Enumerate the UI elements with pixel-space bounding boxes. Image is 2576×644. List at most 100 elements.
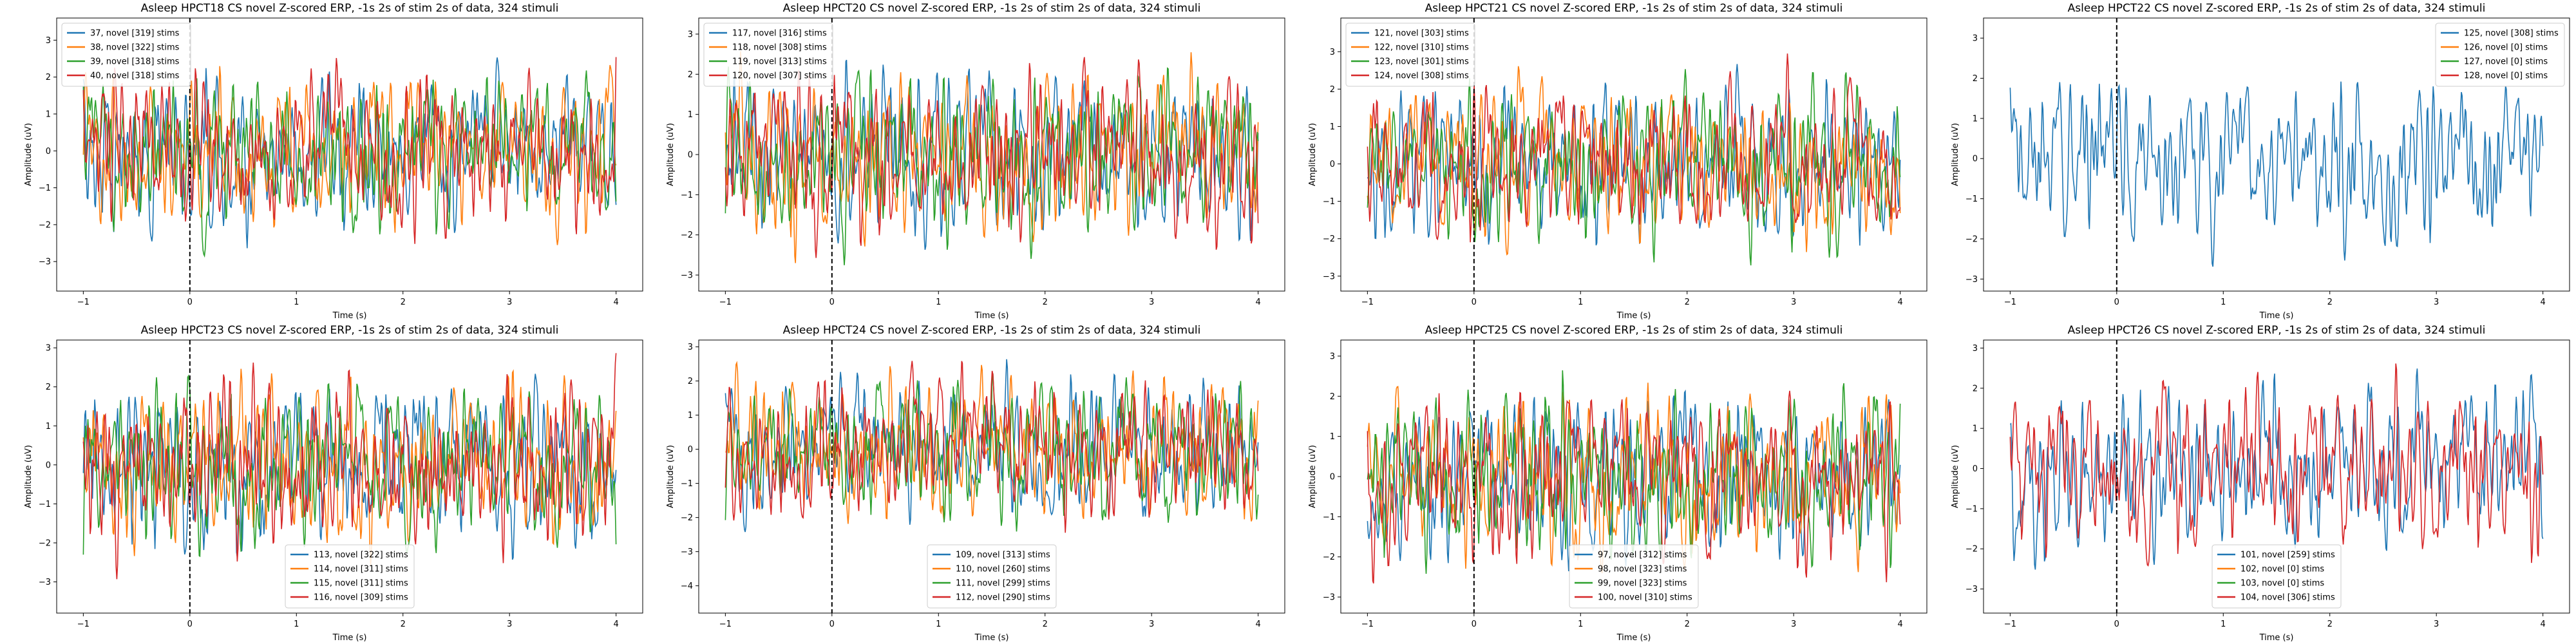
legend-label: 40, novel [318] stims (90, 71, 180, 81)
x-tick-label: 0 (187, 298, 193, 307)
legend-label: 114, novel [311] stims (314, 565, 408, 574)
x-tick-label: 3 (2434, 298, 2439, 307)
x-tick-label: −1 (719, 298, 732, 307)
legend-label: 117, novel [316] stims (732, 29, 827, 39)
y-tick-label: 3 (46, 36, 51, 46)
x-tick-label: 1 (294, 620, 299, 629)
y-tick-label: −3 (1323, 272, 1335, 281)
x-tick-label: 0 (2114, 620, 2119, 629)
y-axis-label: Amplitude (uV) (666, 123, 676, 186)
series-line-2 (1367, 66, 1901, 256)
legend-label: 123, novel [301] stims (1374, 57, 1469, 67)
legend-box (61, 23, 191, 87)
x-tick-label: 2 (1685, 298, 1690, 307)
x-tick-label: 3 (1149, 298, 1154, 307)
legend: 37, novel [319] stims 38, novel [322] sti… (61, 23, 191, 87)
legend: 117, novel [316] stims 118, novel [308] s… (703, 23, 833, 87)
legend-label: 115, novel [311] stims (314, 579, 408, 589)
x-tick-label: 2 (401, 620, 406, 629)
y-tick-label: −2 (681, 231, 693, 240)
legend-label: 99, novel [323] stims (1598, 579, 1687, 589)
y-tick-label: 1 (46, 109, 51, 119)
x-axis-label: Time (s) (1616, 633, 1651, 643)
legend-box (927, 544, 1057, 609)
legend: 121, novel [303] stims 122, novel [310] s… (1345, 23, 1475, 87)
x-tick-label: 2 (2327, 620, 2333, 629)
x-tick-label: −1 (2004, 620, 2016, 629)
series-line-4 (82, 353, 617, 580)
y-tick-label: −3 (1323, 593, 1335, 603)
chart-title: Asleep HPCT25 CS novel Z-scored ERP, -1s… (1425, 324, 1843, 337)
series-line-1 (2009, 81, 2544, 267)
legend-label: 109, novel [313] stims (956, 551, 1050, 560)
y-tick-label: −3 (681, 547, 693, 557)
x-axis-label: Time (s) (974, 633, 1009, 643)
legend: 125, novel [308] stims 126, novel [0] sti… (2435, 23, 2565, 87)
x-tick-label: 4 (1255, 620, 1260, 629)
legend-label: 126, novel [0] stims (2464, 43, 2548, 53)
x-tick-label: 4 (1897, 620, 1902, 629)
subplot-5: −1 0 1 2 3 4 −3 −2 −1 0 1 2 3 Asleep HPCT23 CS novel … (24, 324, 643, 643)
axes-frame (1983, 17, 2570, 292)
y-tick-label: 0 (1973, 155, 1978, 164)
x-tick-label: 1 (2221, 298, 2226, 307)
axes-frame (1983, 339, 2570, 614)
chart-title: Asleep HPCT22 CS novel Z-scored ERP, -1s… (2068, 2, 2486, 15)
legend-label: 128, novel [0] stims (2464, 71, 2548, 81)
y-tick-label: 2 (688, 70, 693, 80)
legend-label: 111, novel [299] stims (956, 579, 1050, 589)
x-tick-label: 0 (1472, 620, 1477, 629)
x-tick-label: 2 (1043, 620, 1048, 629)
x-tick-label: 3 (1791, 620, 1796, 629)
x-tick-label: 3 (507, 298, 512, 307)
y-tick-label: −2 (39, 538, 51, 548)
subplot-4: −1 0 1 2 3 4 −3 −2 −1 0 1 2 3 Asleep HPCT22 CS novel … (1951, 2, 2570, 321)
y-axis-label: Amplitude (uV) (1951, 123, 1960, 186)
series-line-3 (1367, 69, 1901, 266)
y-axis-label: Amplitude (uV) (1951, 445, 1960, 508)
series-line-1 (2009, 368, 2544, 570)
legend-label: 121, novel [303] stims (1374, 29, 1469, 39)
x-tick-label: 1 (294, 298, 299, 307)
x-tick-label: −1 (1361, 620, 1374, 629)
series-line-4 (2009, 363, 2544, 567)
y-tick-label: −4 (681, 582, 693, 591)
y-tick-label: −2 (1965, 234, 1978, 244)
subplot-1: −1 0 1 2 3 4 −3 −2 −1 0 1 2 3 Asleep HPCT18 CS novel … (24, 2, 643, 321)
x-tick-label: 4 (2540, 620, 2545, 629)
x-tick-label: 3 (1791, 298, 1796, 307)
series-line-3 (1367, 370, 1901, 574)
y-tick-label: 0 (1330, 160, 1335, 169)
y-tick-label: 3 (688, 343, 693, 352)
subplot-2: −1 0 1 2 3 4 −3 −2 −1 0 1 2 3 Asleep HPCT20 CS novel … (666, 2, 1285, 321)
y-tick-label: −1 (39, 500, 51, 509)
series-line-3 (724, 66, 1259, 265)
y-axis-label: Amplitude (uV) (24, 123, 33, 186)
y-tick-label: 1 (46, 422, 51, 431)
y-axis-label: Amplitude (uV) (24, 445, 33, 508)
y-tick-label: −1 (1323, 513, 1335, 522)
y-tick-label: 3 (1330, 48, 1335, 57)
y-tick-label: 3 (1973, 344, 1978, 354)
y-tick-label: 0 (46, 460, 51, 470)
legend-label: 122, novel [310] stims (1374, 43, 1469, 53)
x-tick-label: 2 (1043, 298, 1048, 307)
legend-box (2211, 544, 2342, 609)
legend-label: 103, novel [0] stims (2240, 579, 2324, 589)
legend-label: 120, novel [307] stims (732, 71, 827, 81)
y-tick-label: −1 (681, 191, 693, 200)
x-tick-label: 4 (2540, 298, 2545, 307)
series-line-4 (1367, 390, 1901, 584)
legend: 109, novel [313] stims 110, novel [260] s… (927, 544, 1057, 609)
legend-label: 127, novel [0] stims (2464, 57, 2548, 67)
y-tick-label: −3 (39, 578, 51, 587)
legend-label: 38, novel [322] stims (90, 43, 180, 53)
chart-title: Asleep HPCT18 CS novel Z-scored ERP, -1s… (141, 2, 559, 15)
x-tick-label: 1 (936, 620, 941, 629)
legend-label: 98, novel [323] stims (1598, 565, 1687, 574)
y-tick-label: 1 (688, 411, 693, 421)
y-tick-label: 2 (46, 73, 51, 82)
legend-label: 110, novel [260] stims (956, 565, 1050, 574)
x-tick-label: 1 (2221, 620, 2226, 629)
legend-label: 97, novel [312] stims (1598, 551, 1687, 560)
